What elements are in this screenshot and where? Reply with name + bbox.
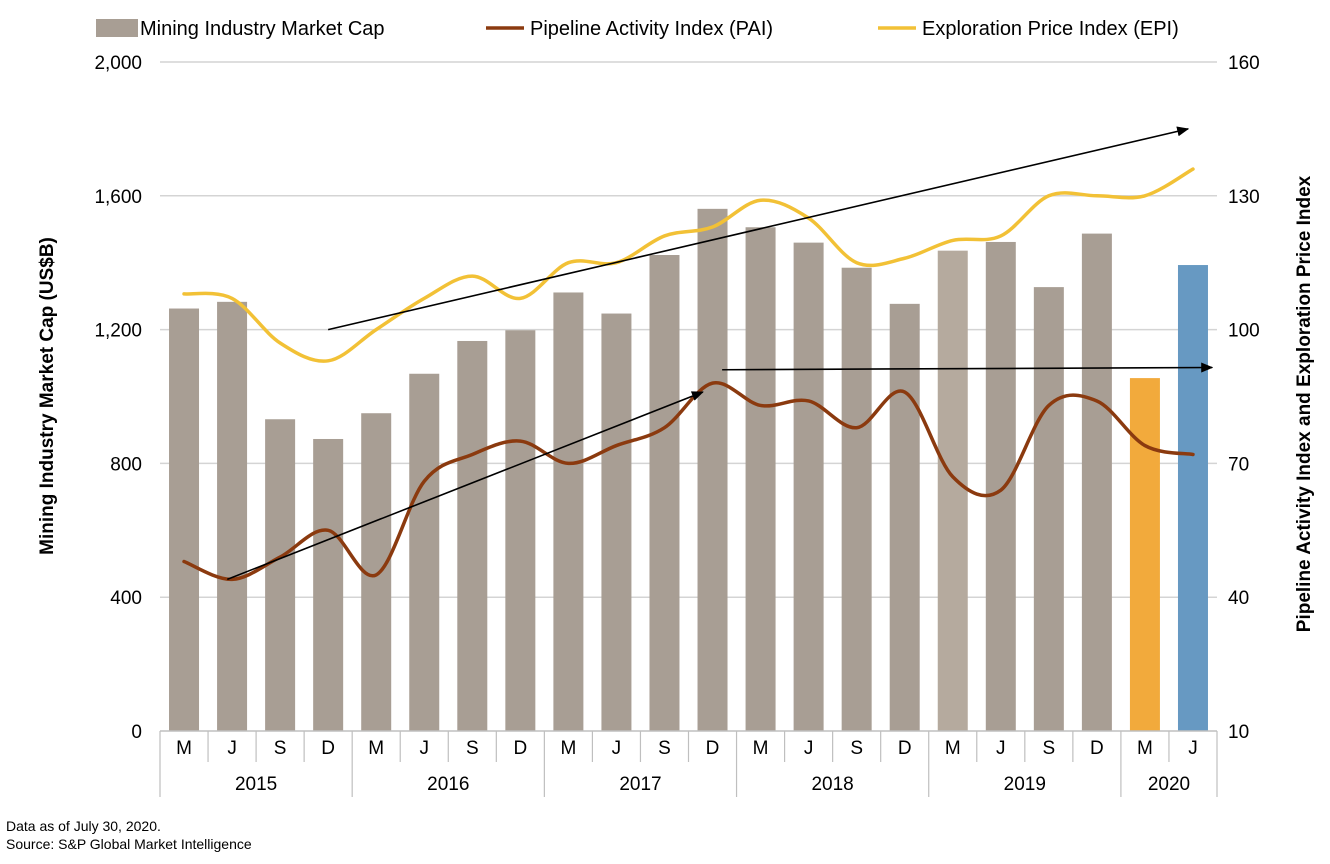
trend-arrow — [722, 362, 1214, 373]
bar — [745, 227, 776, 732]
year-label: 2020 — [1148, 774, 1190, 795]
y-tick-label: 800 — [110, 454, 142, 475]
x-tick-label: D — [1090, 738, 1104, 759]
footnote-source: Source: S&P Global Market Intelligence — [6, 836, 252, 852]
bar — [697, 208, 728, 731]
x-tick-label: M — [560, 738, 576, 759]
x-tick-label: D — [513, 738, 527, 759]
x-tick-label: J — [1188, 738, 1198, 759]
x-tick-label: J — [227, 738, 237, 759]
bar — [1129, 378, 1160, 731]
y2-axis-title: Pipeline Activity Index and Exploration … — [1294, 175, 1315, 632]
y2-tick-label: 100 — [1228, 321, 1260, 342]
legend: Mining Industry Market Cap Pipeline Activ… — [96, 18, 1179, 40]
bar — [457, 340, 488, 731]
bar — [985, 241, 1016, 731]
trend-arrows — [226, 126, 1214, 581]
bar — [169, 308, 200, 731]
bar — [793, 242, 824, 731]
bar — [601, 313, 632, 731]
year-label: 2019 — [1004, 774, 1046, 795]
y-tick-label: 1,200 — [94, 321, 142, 342]
x-tick-label: M — [753, 738, 769, 759]
year-label: 2018 — [811, 774, 853, 795]
x-tick-label: S — [466, 738, 479, 759]
bar — [409, 373, 440, 731]
y-axis-left: 0 400 800 1,200 1,600 2,000 — [94, 53, 142, 743]
y-axis-right: 10 40 70 100 130 160 — [1228, 53, 1260, 743]
bar — [505, 330, 536, 731]
x-tick-label: J — [804, 738, 814, 759]
bar-series — [169, 208, 1208, 732]
bar — [841, 267, 872, 731]
bar — [265, 419, 296, 731]
trend-arrow — [327, 126, 1190, 331]
y2-tick-label: 160 — [1228, 53, 1260, 74]
y2-tick-label: 40 — [1228, 588, 1249, 609]
x-tick-label: J — [996, 738, 1006, 759]
x-tick-label: M — [368, 738, 384, 759]
y2-tick-label: 130 — [1228, 187, 1260, 208]
bar — [1177, 265, 1208, 731]
x-tick-label: S — [1042, 738, 1055, 759]
y2-tick-label: 70 — [1228, 454, 1249, 475]
x-tick-label: D — [321, 738, 335, 759]
legend-label: Exploration Price Index (EPI) — [922, 18, 1179, 40]
x-tick-label: S — [274, 738, 287, 759]
bar — [937, 250, 968, 731]
x-tick-label: S — [658, 738, 671, 759]
x-tick-label: D — [898, 738, 912, 759]
bar — [649, 255, 680, 731]
x-tick-label: M — [945, 738, 961, 759]
x-axis: M J S D M J S D M J S D M J S D M J S D M J 2015 2016 2017 2018 20… — [159, 730, 1218, 797]
legend-label: Mining Industry Market Cap — [140, 18, 385, 40]
x-tick-label: J — [420, 738, 430, 759]
x-tick-label: D — [706, 738, 720, 759]
x-tick-label: M — [1137, 738, 1153, 759]
year-label: 2015 — [235, 774, 277, 795]
bar — [553, 292, 584, 731]
epi-line — [182, 167, 1195, 363]
bar — [217, 301, 248, 731]
trend-arrow — [226, 391, 704, 581]
y-tick-label: 1,600 — [94, 187, 142, 208]
year-label: 2016 — [427, 774, 469, 795]
y-tick-label: 2,000 — [94, 53, 142, 74]
y2-tick-label: 10 — [1228, 722, 1249, 743]
bar — [313, 438, 344, 731]
year-label: 2017 — [619, 774, 661, 795]
y-tick-label: 0 — [131, 722, 142, 743]
bar — [1033, 287, 1064, 731]
bar — [889, 303, 920, 731]
legend-label: Pipeline Activity Index (PAI) — [530, 18, 773, 40]
x-tick-label: S — [850, 738, 863, 759]
bar — [1081, 233, 1112, 731]
footnote-data-date: Data as of July 30, 2020. — [6, 818, 161, 834]
y-tick-label: 400 — [110, 588, 142, 609]
x-tick-label: M — [176, 738, 192, 759]
legend-swatch-bar — [96, 19, 138, 37]
x-tick-label: J — [612, 738, 622, 759]
y-axis-title: Mining Industry Market Cap (US$B) — [37, 237, 58, 555]
